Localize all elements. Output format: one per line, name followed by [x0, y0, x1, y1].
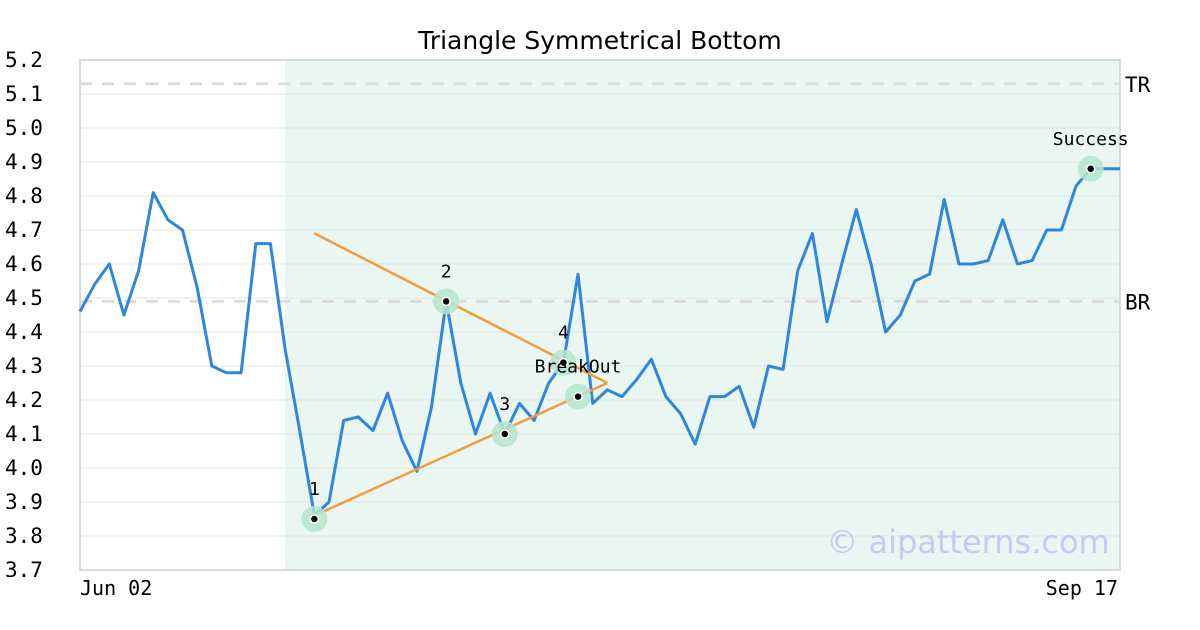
y-tick-label: 4.8	[5, 184, 43, 208]
y-tick-label: 4.5	[5, 286, 43, 310]
point-marker-success	[1085, 164, 1096, 174]
point-label-4: 4	[558, 323, 569, 344]
y-tick-label: 4.9	[5, 150, 43, 174]
trendline-2	[313, 381, 608, 517]
y-tick-label: 4.4	[5, 320, 43, 344]
y-tick-label: 5.0	[5, 116, 43, 140]
y-tick-label: 5.1	[5, 82, 43, 106]
y-tick-label: 4.2	[5, 388, 43, 412]
chart-title: Triangle Symmetrical Bottom	[417, 26, 782, 55]
y-tick-label: 4.3	[5, 354, 43, 378]
point-marker-breakout	[573, 391, 583, 402]
hline-label-br: BR	[1125, 290, 1151, 314]
y-tick-label: 3.7	[5, 558, 43, 582]
watermark: © aipatterns.com	[826, 523, 1109, 561]
point-marker-4	[558, 357, 569, 368]
point-label-1: 1	[309, 479, 320, 500]
y-tick-label: 4.0	[5, 456, 43, 480]
pattern-region	[285, 60, 1120, 570]
point-label-breakout: BreakOut	[535, 357, 622, 378]
point-marker-3	[500, 429, 510, 439]
point-label-2: 2	[441, 261, 452, 282]
y-tick-label: 4.7	[5, 218, 43, 242]
hline-label-tr: TR	[1125, 73, 1151, 97]
y-tick-label: 4.6	[5, 252, 43, 276]
plot-frame	[79, 59, 1121, 571]
point-marker-1	[309, 514, 320, 524]
point-label-success: Success	[1053, 129, 1129, 150]
point-label-3: 3	[499, 394, 510, 415]
y-tick-label: 3.8	[5, 524, 43, 548]
price-series-line	[78, 167, 1120, 518]
y-tick-label: 3.9	[5, 490, 43, 514]
y-tick-label: 5.2	[5, 48, 43, 72]
x-tick-label-first: Jun 02	[80, 576, 152, 600]
y-tick-label: 4.1	[5, 422, 43, 446]
x-tick-label-last: Sep 17	[1046, 576, 1118, 600]
point-marker-2	[441, 296, 451, 307]
